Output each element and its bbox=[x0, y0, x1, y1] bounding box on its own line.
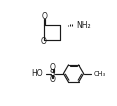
Text: S: S bbox=[50, 69, 55, 78]
Text: O: O bbox=[50, 75, 56, 84]
Text: O: O bbox=[50, 63, 56, 72]
Text: NH₂: NH₂ bbox=[77, 21, 91, 30]
Text: CH₃: CH₃ bbox=[94, 71, 106, 77]
Text: HO: HO bbox=[32, 69, 43, 78]
Text: O: O bbox=[41, 13, 47, 21]
Text: O: O bbox=[41, 37, 47, 46]
